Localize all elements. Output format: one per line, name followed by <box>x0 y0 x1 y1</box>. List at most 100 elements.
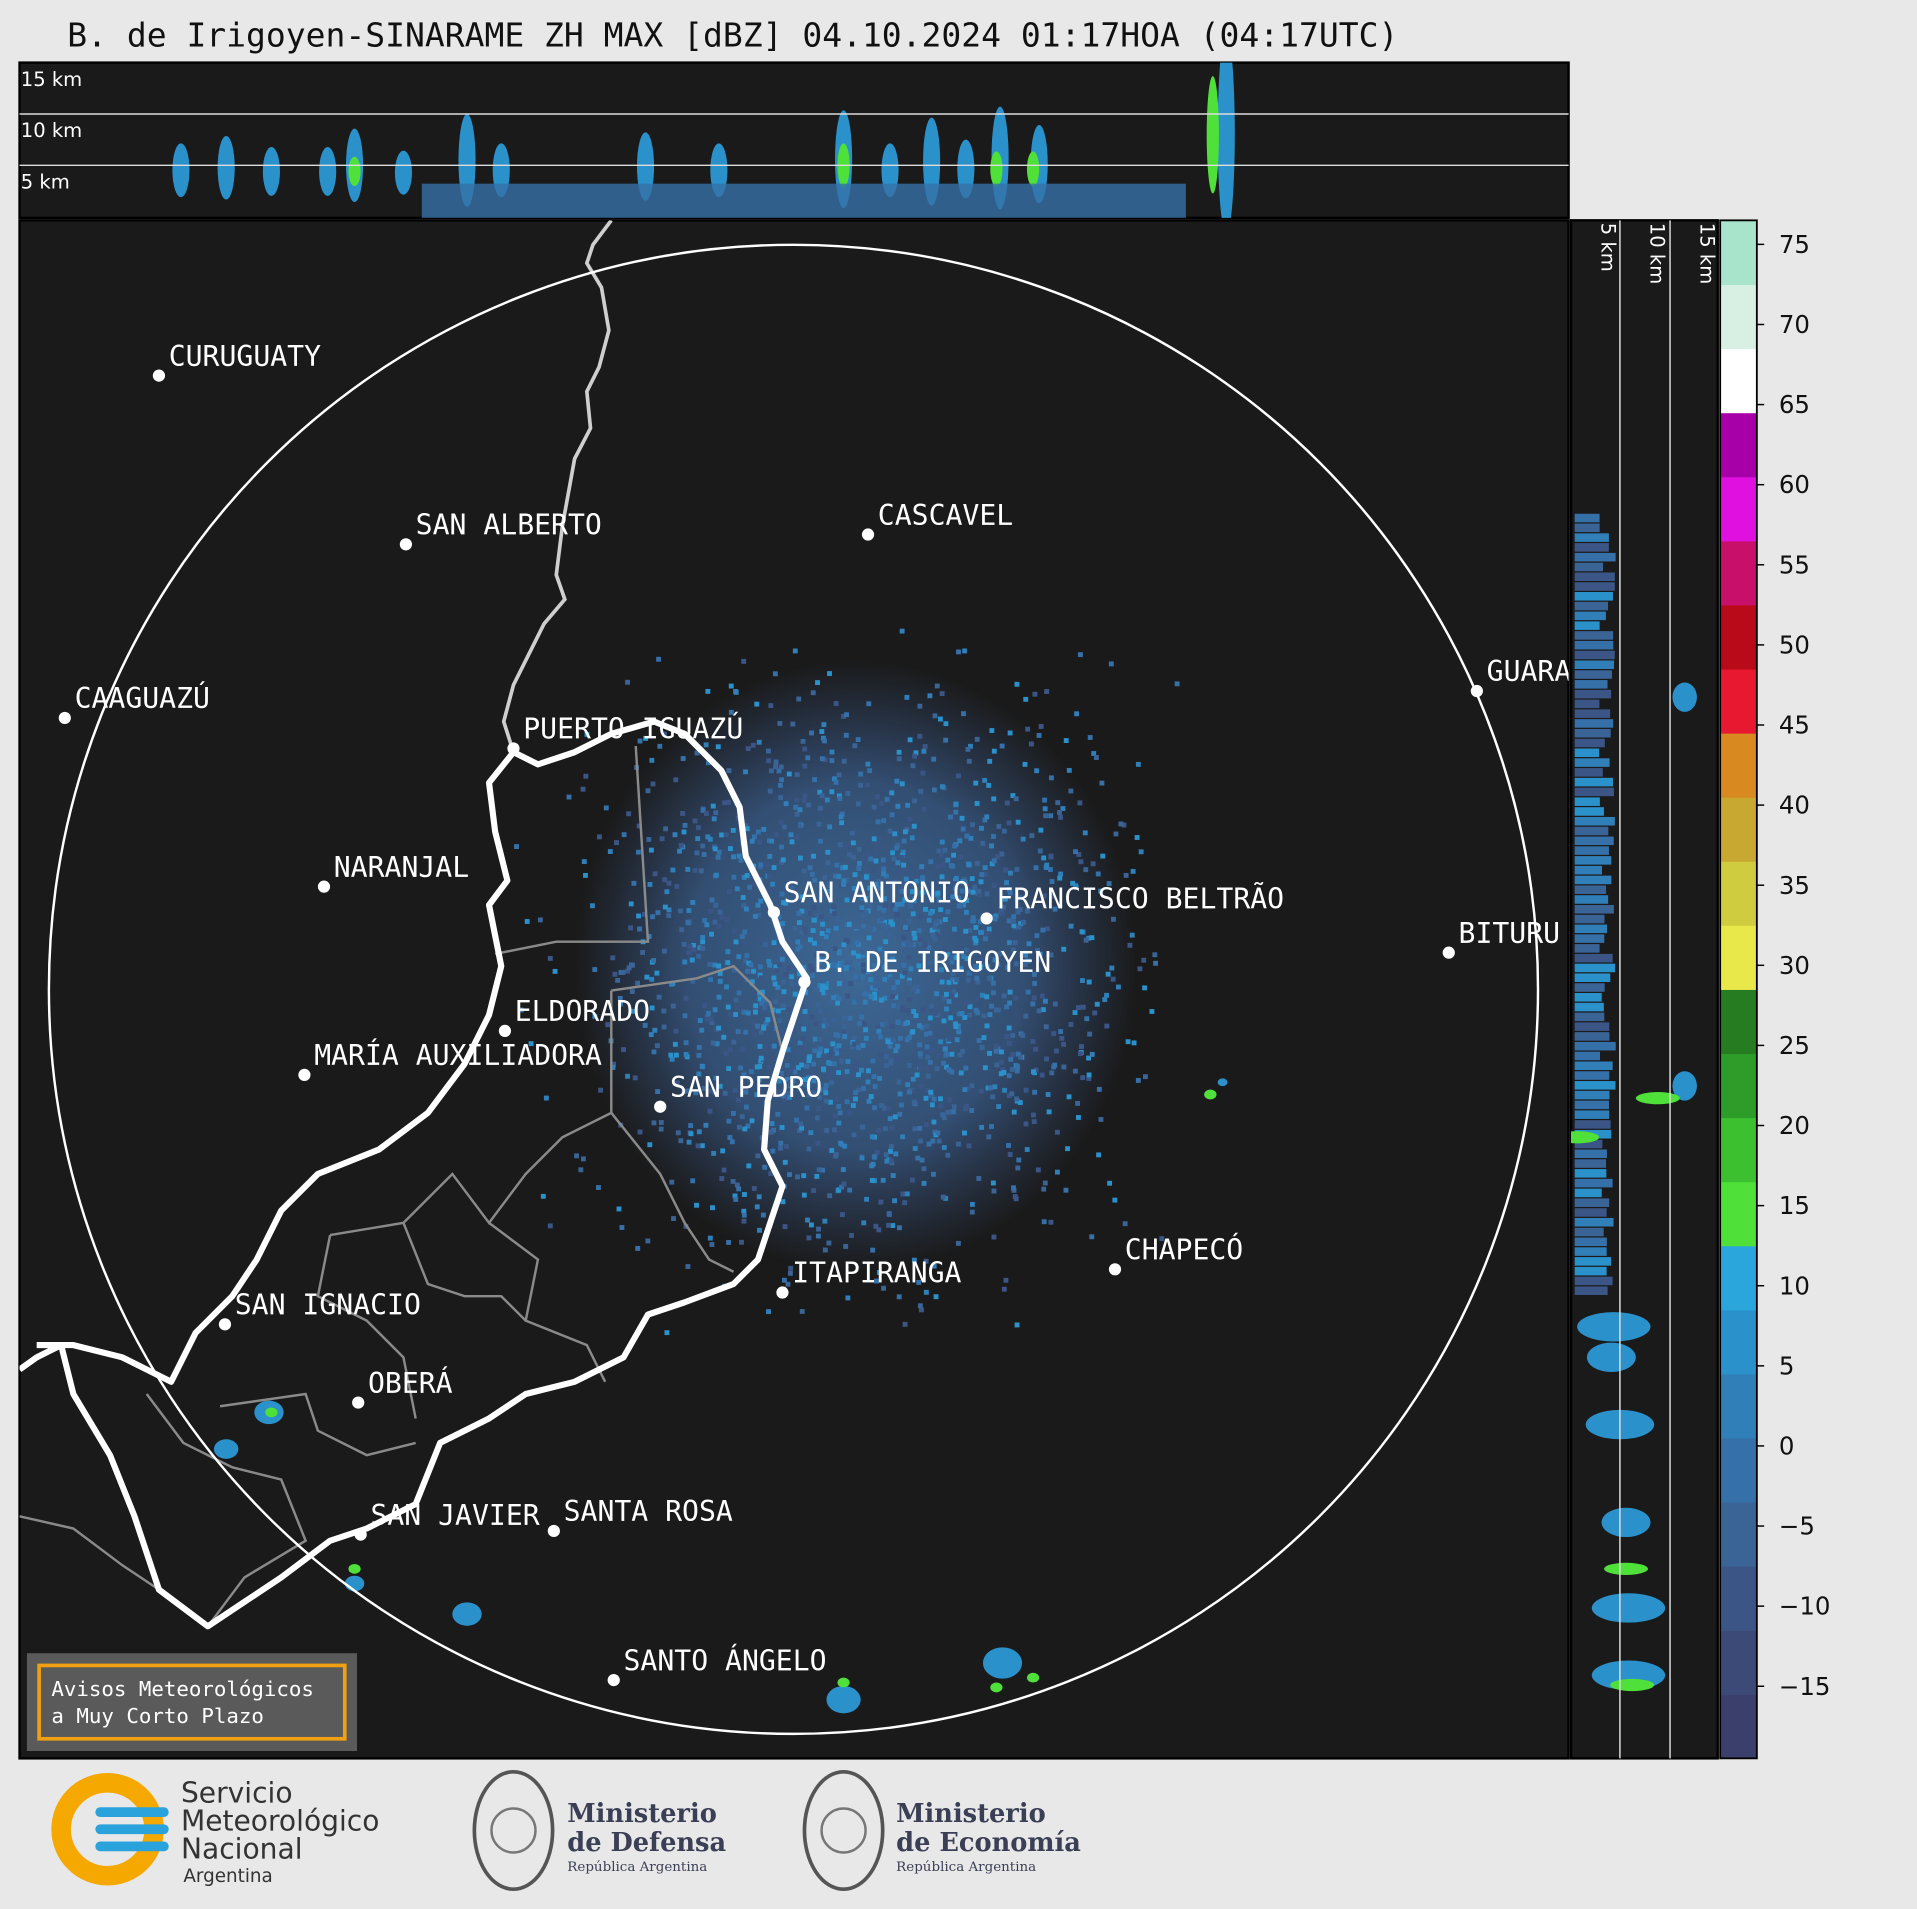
echo <box>1066 1094 1072 1100</box>
echo <box>801 1173 807 1179</box>
echo <box>696 1129 702 1135</box>
echo <box>939 784 945 790</box>
echo <box>960 1048 966 1054</box>
echo <box>796 696 802 702</box>
echo <box>607 849 613 855</box>
echo <box>1051 1031 1057 1037</box>
echo <box>700 935 706 940</box>
height-label: 15 km <box>1696 223 1719 284</box>
echo <box>841 714 846 719</box>
echo <box>1025 989 1031 995</box>
echo <box>670 867 676 873</box>
echo <box>981 1013 987 1019</box>
province-borders <box>19 745 784 1628</box>
colorbar-tick-label: 40 <box>1779 791 1810 820</box>
echo <box>986 976 992 982</box>
echo <box>686 1088 692 1094</box>
echo <box>815 680 820 686</box>
echo <box>798 1044 804 1050</box>
echo <box>769 838 775 844</box>
echo <box>976 888 982 894</box>
echo <box>1055 800 1061 806</box>
echo <box>649 757 655 763</box>
echo <box>882 995 888 1001</box>
echo <box>881 866 887 872</box>
echo <box>940 1112 946 1118</box>
echo <box>924 1044 930 1050</box>
echo <box>781 989 787 995</box>
echo <box>984 994 990 1000</box>
echo <box>927 1033 933 1039</box>
echo <box>765 1017 771 1023</box>
echo <box>736 954 742 960</box>
echo <box>699 1143 705 1149</box>
echo <box>580 1156 586 1162</box>
echo <box>804 1063 810 1069</box>
echo <box>733 997 739 1003</box>
echo <box>1100 853 1106 859</box>
echo <box>841 1024 847 1030</box>
echo <box>725 960 731 966</box>
echo <box>900 1021 906 1027</box>
notice-text: Avisos Meteorológicos <box>51 1677 314 1701</box>
echo <box>896 749 902 755</box>
echo <box>1601 1507 1651 1538</box>
echo <box>952 881 958 886</box>
echo <box>1026 958 1031 964</box>
echo <box>836 772 842 778</box>
echo <box>649 976 655 982</box>
echo <box>636 913 641 919</box>
city-dot <box>317 880 331 893</box>
echo <box>792 1069 798 1075</box>
echo <box>1031 995 1037 1001</box>
echo <box>974 975 980 981</box>
echo <box>721 1167 727 1173</box>
echo <box>939 839 945 845</box>
echo <box>1025 908 1030 914</box>
echo <box>765 1000 771 1006</box>
logo-text: de Defensa <box>567 1828 726 1858</box>
echo <box>757 996 763 1002</box>
echo <box>820 735 826 741</box>
echo <box>893 994 899 1000</box>
echo <box>952 955 958 961</box>
echo <box>1009 1091 1015 1097</box>
echo <box>1672 1071 1697 1101</box>
echo <box>881 907 887 913</box>
echo <box>941 1145 947 1150</box>
echo <box>989 1003 994 1009</box>
echo <box>1152 952 1158 958</box>
echo <box>862 891 868 897</box>
echo <box>831 1017 837 1023</box>
echo <box>914 878 920 884</box>
echo <box>686 908 692 913</box>
echo <box>895 803 901 809</box>
echo <box>945 952 951 958</box>
echo <box>713 902 719 908</box>
echo <box>1048 813 1054 819</box>
echo <box>1109 965 1115 971</box>
echo <box>891 856 897 862</box>
echo <box>788 1082 794 1088</box>
echo <box>823 1090 829 1096</box>
echo <box>820 1167 825 1173</box>
echo <box>936 1138 942 1144</box>
echo <box>1028 741 1034 747</box>
echo <box>980 840 986 846</box>
echo <box>868 903 874 909</box>
echo <box>740 895 746 900</box>
echo <box>1000 1067 1006 1073</box>
colorbar-band <box>1720 220 1757 286</box>
echo <box>903 876 909 882</box>
echo <box>852 1096 858 1102</box>
echo <box>883 1152 889 1158</box>
echo <box>743 906 749 912</box>
echo <box>213 1439 239 1459</box>
echo <box>1043 813 1049 819</box>
echo <box>1024 1147 1030 1152</box>
echo <box>1574 777 1613 787</box>
echo <box>1574 797 1600 806</box>
echo <box>851 854 856 860</box>
echo <box>735 1029 741 1034</box>
echo <box>642 1022 648 1028</box>
